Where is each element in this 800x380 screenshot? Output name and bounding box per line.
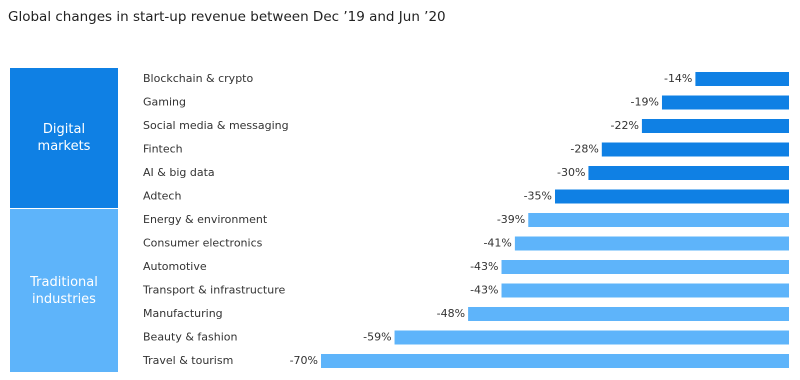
category-label: Beauty & fashion <box>143 331 238 344</box>
value-label: -41% <box>483 237 511 250</box>
bar <box>641 119 789 133</box>
value-label: -22% <box>610 119 638 132</box>
bar <box>601 142 789 157</box>
category-label: Fintech <box>143 143 183 156</box>
value-label: -70% <box>290 354 318 367</box>
value-label: -19% <box>631 96 659 109</box>
category-label: AI & big data <box>143 166 215 179</box>
value-label: -35% <box>524 190 552 203</box>
value-label: -39% <box>497 213 525 226</box>
category-label: Energy & environment <box>143 213 268 226</box>
group-label: Traditional industries <box>30 274 98 307</box>
value-label: -30% <box>557 166 585 179</box>
bar <box>695 72 789 86</box>
value-label: -14% <box>664 72 692 85</box>
category-label: Social media & messaging <box>143 119 289 132</box>
bar <box>514 236 789 251</box>
value-label: -43% <box>470 284 498 297</box>
chart-title: Global changes in start-up revenue betwe… <box>8 9 446 25</box>
group-label: Digital markets <box>37 121 91 154</box>
bar <box>661 95 789 110</box>
value-label: -59% <box>363 331 391 344</box>
bar <box>501 260 789 274</box>
category-label: Adtech <box>143 190 181 203</box>
group-box: Digital markets <box>10 68 118 208</box>
bar <box>468 307 789 321</box>
bar <box>501 283 789 298</box>
value-label: -48% <box>437 307 465 320</box>
category-label: Manufacturing <box>143 307 223 320</box>
category-label: Blockchain & crypto <box>143 72 253 85</box>
value-label: -28% <box>570 143 598 156</box>
bar <box>555 189 789 204</box>
group-box: Traditional industries <box>10 209 118 372</box>
bar <box>528 213 789 227</box>
value-label: -43% <box>470 260 498 273</box>
category-label: Gaming <box>143 96 186 109</box>
category-label: Consumer electronics <box>143 237 263 250</box>
bar <box>394 330 789 345</box>
category-label: Transport & infrastructure <box>142 284 286 297</box>
category-label: Automotive <box>143 260 207 273</box>
bar <box>321 354 789 368</box>
bar <box>588 166 789 180</box>
category-label: Travel & tourism <box>142 354 233 367</box>
